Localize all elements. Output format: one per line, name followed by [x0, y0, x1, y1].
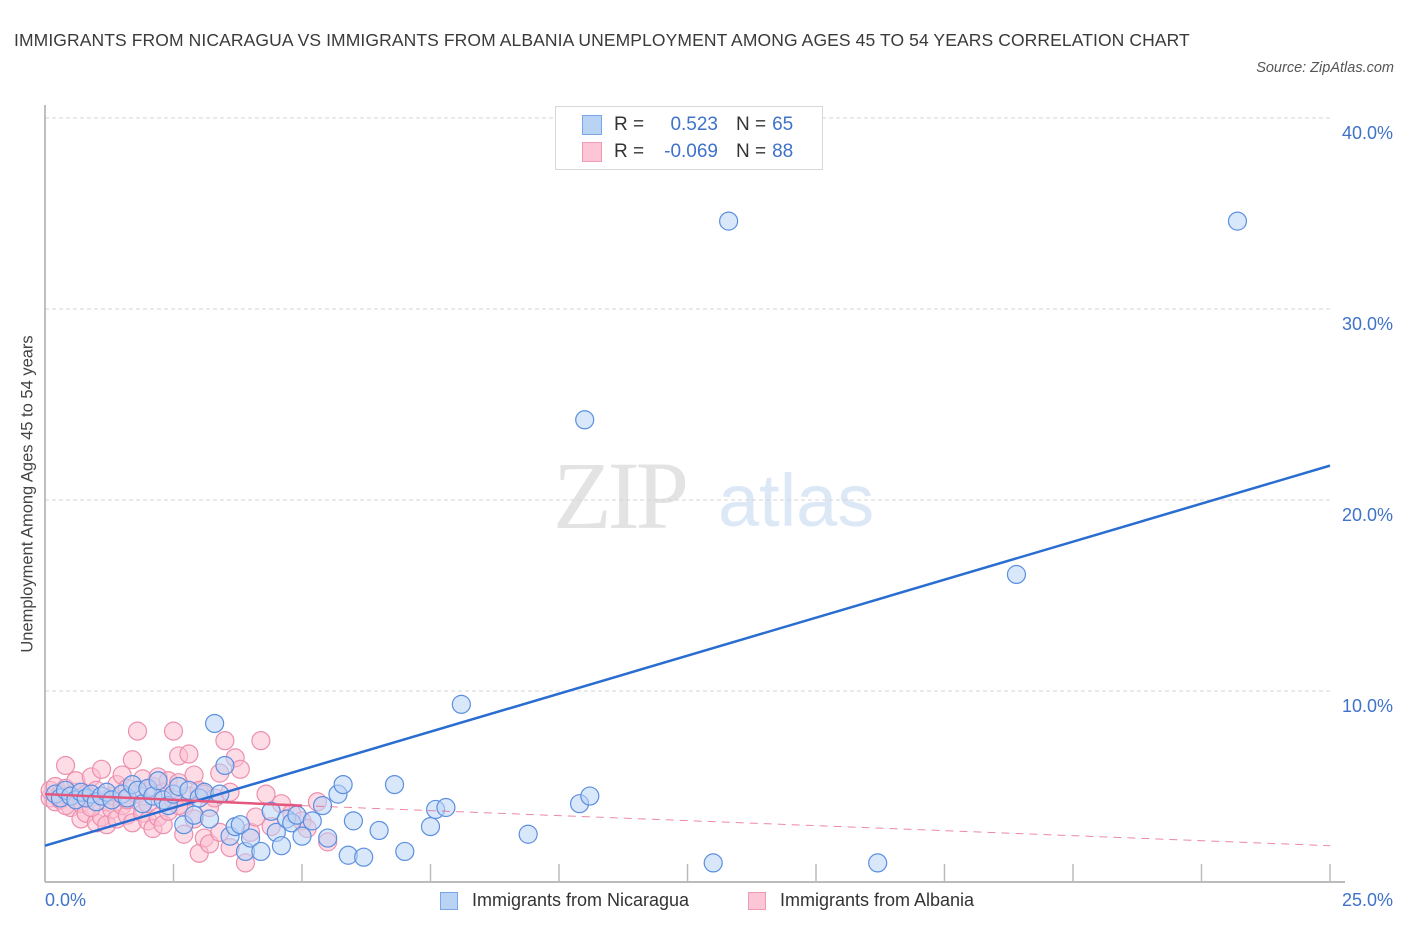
nicaragua-swatch-icon: [582, 115, 602, 135]
x-tick-25: 25.0%: [1341, 890, 1393, 910]
albania-point: [163, 721, 184, 741]
legend-label: Immigrants from Albania: [780, 890, 975, 910]
nicaragua-point: [719, 211, 739, 231]
albania-trend-extension: [301, 805, 1331, 847]
r-label: R =: [614, 141, 645, 162]
nicaragua-point: [261, 801, 281, 821]
nicaragua-point: [241, 828, 261, 848]
nicaragua-point: [395, 841, 415, 862]
source-label: Source: ZipAtlas.com: [1256, 60, 1394, 76]
nicaragua-point: [575, 410, 595, 430]
nicaragua-point: [451, 694, 471, 714]
nicaragua-point: [215, 755, 235, 776]
chart-title: IMMIGRANTS FROM NICARAGUA VS IMMIGRANTS …: [14, 30, 1190, 50]
nicaragua-point: [205, 713, 225, 734]
albania-point: [179, 744, 199, 764]
r-label: R =: [614, 114, 645, 135]
correlation-legend: R = 0.523 N = 65 R = -0.069 N = 88: [555, 106, 823, 170]
nicaragua-point: [343, 811, 363, 831]
nicaragua-swatch-icon: [440, 891, 458, 910]
nicaragua-trend-line: [44, 464, 1331, 847]
n-value: 88: [772, 141, 794, 162]
nicaragua-point: [420, 817, 441, 837]
n-value: 65: [772, 114, 794, 135]
watermark-zip: ZIP: [553, 442, 689, 549]
r-value: -0.069: [664, 141, 718, 162]
albania-swatch-icon: [748, 891, 766, 910]
nicaragua-point: [271, 836, 292, 856]
nicaragua-point: [333, 774, 353, 795]
albania-point: [215, 731, 235, 751]
y-tick-30: 30.0%: [1341, 314, 1393, 334]
albania-point: [55, 755, 76, 776]
albania-point: [127, 721, 148, 741]
nicaragua-point: [1006, 564, 1027, 585]
x-tick-0: 0.0%: [45, 890, 87, 910]
nicaragua-point: [580, 786, 600, 806]
nicaragua-point: [199, 809, 220, 829]
legend-row-nicaragua: R = 0.523 N = 65: [582, 113, 793, 137]
albania-point: [251, 731, 271, 751]
nicaragua-point: [369, 820, 389, 841]
legend-item-nicaragua[interactable]: Immigrants from Nicaragua: [440, 890, 689, 911]
nicaragua-point: [312, 795, 333, 816]
nicaragua-point: [292, 826, 312, 846]
albania-point: [256, 784, 276, 804]
nicaragua-point: [518, 824, 538, 844]
albania-swatch-icon: [582, 142, 602, 162]
n-label: N =: [736, 141, 767, 162]
y-tick-40: 40.0%: [1341, 123, 1393, 143]
n-label: N =: [736, 114, 767, 135]
nicaragua-point: [354, 847, 374, 867]
nicaragua-point: [384, 774, 405, 795]
r-value: 0.523: [670, 114, 718, 135]
nicaragua-point: [436, 797, 456, 818]
y-axis-label: Unemployment Among Ages 45 to 54 years: [18, 335, 37, 653]
legend-item-albania[interactable]: Immigrants from Albania: [748, 890, 974, 911]
y-tick-10: 10.0%: [1341, 696, 1393, 716]
nicaragua-point: [868, 853, 888, 873]
y-tick-20: 20.0%: [1341, 505, 1393, 525]
legend-row-albania: R = -0.069 N = 88: [582, 140, 793, 164]
nicaragua-point: [1227, 211, 1248, 231]
legend-label: Immigrants from Nicaragua: [472, 890, 690, 910]
nicaragua-point: [318, 828, 338, 848]
nicaragua-point: [148, 771, 168, 791]
albania-point: [122, 750, 142, 770]
nicaragua-point: [302, 811, 322, 831]
albania-trend-line: [44, 792, 303, 807]
nicaragua-point: [251, 841, 271, 862]
nicaragua-point: [230, 815, 250, 835]
nicaragua-point: [703, 853, 723, 873]
albania-point: [91, 759, 112, 779]
